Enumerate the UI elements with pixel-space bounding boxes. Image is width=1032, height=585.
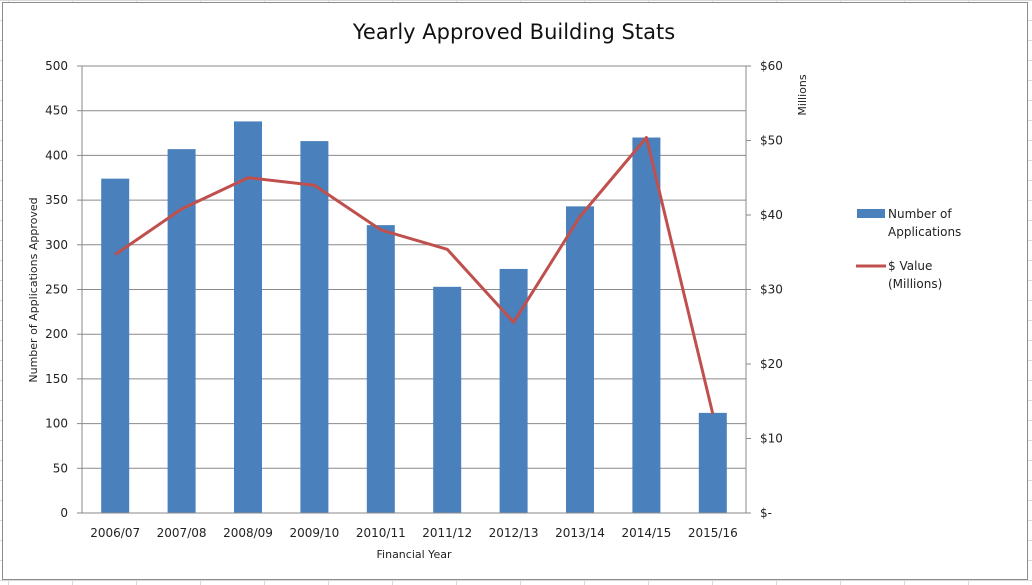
bar [101,178,130,514]
x-tick-label: 2015/16 [688,526,738,540]
legend-label: Applications [888,225,961,239]
y-tick-label: 450 [45,104,68,118]
y-tick-label: 150 [45,372,68,386]
y2-tick-label: $40 [760,208,783,222]
x-tick-label: 2013/14 [555,526,605,540]
right-axis-ticks: $- $10 $20 $30 $40 $50 $60 [746,59,783,520]
value-line [114,136,715,415]
y2-tick-label: $20 [760,357,783,371]
left-axis-ticks: 0 50 100 150 200 250 300 350 400 450 500 [45,59,68,520]
y2-tick-label: $60 [760,59,783,73]
bar [433,286,462,513]
x-tick-label: 2010/11 [356,526,406,540]
bar [698,412,727,513]
y-tick-label: 100 [45,417,68,431]
chart-title: Yearly Approved Building Stats [352,20,675,44]
y2-tick-label: $30 [760,283,783,297]
y-tick-label: 50 [53,461,68,475]
x-tick-label: 2014/15 [621,526,671,540]
y2-tick-label: $- [760,506,772,520]
x-axis-title: Financial Year [377,548,452,561]
legend-swatch-bar [857,209,885,218]
y2-axis-title: Millions [796,74,809,115]
y-tick-label: 500 [45,59,68,73]
legend: Number of Applications $ Value (Millions) [856,207,961,291]
y-tick-label: 400 [45,148,68,162]
x-tick-label: 2011/12 [422,526,472,540]
y2-tick-label: $10 [760,432,783,446]
y2-tick-label: $50 [760,134,783,148]
legend-label: Number of [888,207,952,221]
bar [566,206,594,513]
bar-series [101,121,727,514]
y-tick-label: 0 [60,506,68,520]
x-tick-label: 2009/10 [289,526,339,540]
x-tick-label: 2007/08 [157,526,207,540]
x-tick-label: 2008/09 [223,526,273,540]
y-tick-label: 250 [45,283,68,297]
y-tick-label: 350 [45,193,68,207]
bar [300,141,329,513]
x-axis-ticks: 2006/07 2007/08 2008/09 2009/10 2010/11 2011/… [90,526,737,540]
bar [632,137,661,513]
x-tick-label: 2012/13 [489,526,539,540]
bar [234,121,262,513]
y-tick-label: 300 [45,238,68,252]
x-tick-label: 2006/07 [90,526,140,540]
y-axis-title: Number of Applications Approved [27,197,40,382]
legend-label: (Millions) [888,277,942,291]
legend-label: $ Value [888,259,932,273]
y-tick-label: 200 [45,327,68,341]
line-series [114,136,715,415]
bar [366,225,395,513]
